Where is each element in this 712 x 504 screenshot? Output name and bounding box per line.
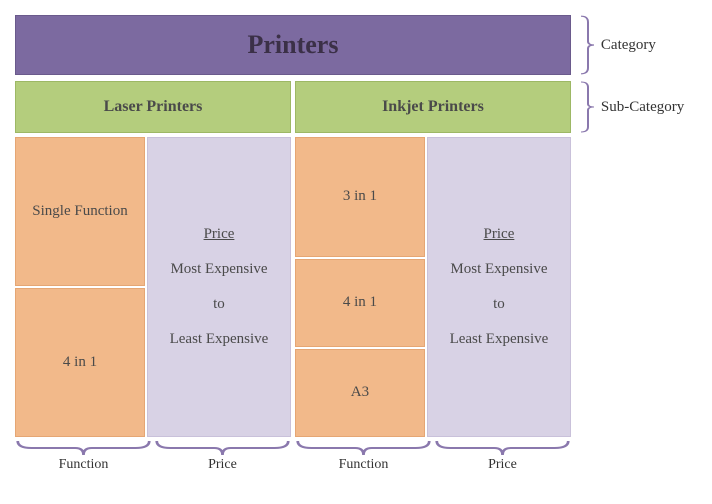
inkjet-func-0-label: 3 in 1 bbox=[343, 188, 377, 205]
subcategory-row: Laser Printers Inkjet Printers bbox=[15, 81, 571, 133]
diagram-canvas: Printers Laser Printers Inkjet Printers … bbox=[15, 15, 697, 473]
bottom-braces: Function Price Function bbox=[15, 439, 571, 473]
inkjet-price-line-0: Most Expensive bbox=[450, 261, 547, 278]
inkjet-func-1-label: 4 in 1 bbox=[343, 294, 377, 311]
bottom-inkjet-price-label: Price bbox=[488, 457, 517, 473]
grid-area: Printers Laser Printers Inkjet Printers … bbox=[15, 15, 571, 473]
category-header: Printers bbox=[15, 15, 571, 75]
side-category-row: Category bbox=[579, 15, 697, 75]
bottom-laser-func: Function bbox=[15, 439, 152, 473]
brace-right-icon bbox=[579, 81, 595, 133]
bottom-inkjet-func-label: Function bbox=[339, 457, 389, 473]
bottom-laser-func-label: Function bbox=[59, 457, 109, 473]
inkjet-price-line-2: Least Expensive bbox=[450, 331, 549, 348]
inkjet-func-2: A3 bbox=[295, 349, 425, 437]
laser-price-header: Price bbox=[204, 226, 235, 243]
brace-right-icon bbox=[579, 15, 595, 75]
brace-down-icon bbox=[434, 439, 571, 457]
laser-price-line-1: to bbox=[213, 296, 225, 313]
laser-func-0-label: Single Function bbox=[32, 203, 127, 220]
inkjet-func-0: 3 in 1 bbox=[295, 137, 425, 257]
laser-half: Single Function 4 in 1 Price Most Expens… bbox=[15, 137, 291, 437]
side-subcat-label: Sub-Category bbox=[601, 99, 684, 116]
inkjet-price-col: Price Most Expensive to Least Expensive bbox=[427, 137, 571, 437]
brace-down-icon bbox=[295, 439, 432, 457]
inkjet-price-line-1: to bbox=[493, 296, 505, 313]
inkjet-price-header: Price bbox=[484, 226, 515, 243]
category-title: Printers bbox=[247, 30, 338, 60]
brace-down-icon bbox=[154, 439, 291, 457]
bottom-laser-price-label: Price bbox=[208, 457, 237, 473]
bottom-laser-price: Price bbox=[154, 439, 291, 473]
subcat-inkjet: Inkjet Printers bbox=[295, 81, 571, 133]
side-labels: Category Sub-Category bbox=[579, 15, 697, 473]
inkjet-func-2-label: A3 bbox=[351, 384, 369, 401]
laser-func-0: Single Function bbox=[15, 137, 145, 286]
side-category-label: Category bbox=[601, 37, 656, 54]
laser-function-col: Single Function 4 in 1 bbox=[15, 137, 145, 437]
laser-price-line-0: Most Expensive bbox=[170, 261, 267, 278]
subcat-laser-label: Laser Printers bbox=[104, 98, 203, 116]
bottom-laser: Function Price bbox=[15, 439, 291, 473]
subcat-inkjet-label: Inkjet Printers bbox=[382, 98, 484, 116]
inkjet-func-1: 4 in 1 bbox=[295, 259, 425, 347]
side-subcat-row: Sub-Category bbox=[579, 81, 697, 133]
inkjet-half: 3 in 1 4 in 1 A3 Price Most Expensive to… bbox=[295, 137, 571, 437]
bottom-inkjet: Function Price bbox=[295, 439, 571, 473]
body-row: Single Function 4 in 1 Price Most Expens… bbox=[15, 137, 571, 437]
laser-func-1-label: 4 in 1 bbox=[63, 354, 97, 371]
brace-down-icon bbox=[15, 439, 152, 457]
inkjet-function-col: 3 in 1 4 in 1 A3 bbox=[295, 137, 425, 437]
bottom-inkjet-price: Price bbox=[434, 439, 571, 473]
bottom-inkjet-func: Function bbox=[295, 439, 432, 473]
laser-price-line-2: Least Expensive bbox=[170, 331, 269, 348]
subcat-laser: Laser Printers bbox=[15, 81, 291, 133]
laser-func-1: 4 in 1 bbox=[15, 288, 145, 437]
laser-price-col: Price Most Expensive to Least Expensive bbox=[147, 137, 291, 437]
